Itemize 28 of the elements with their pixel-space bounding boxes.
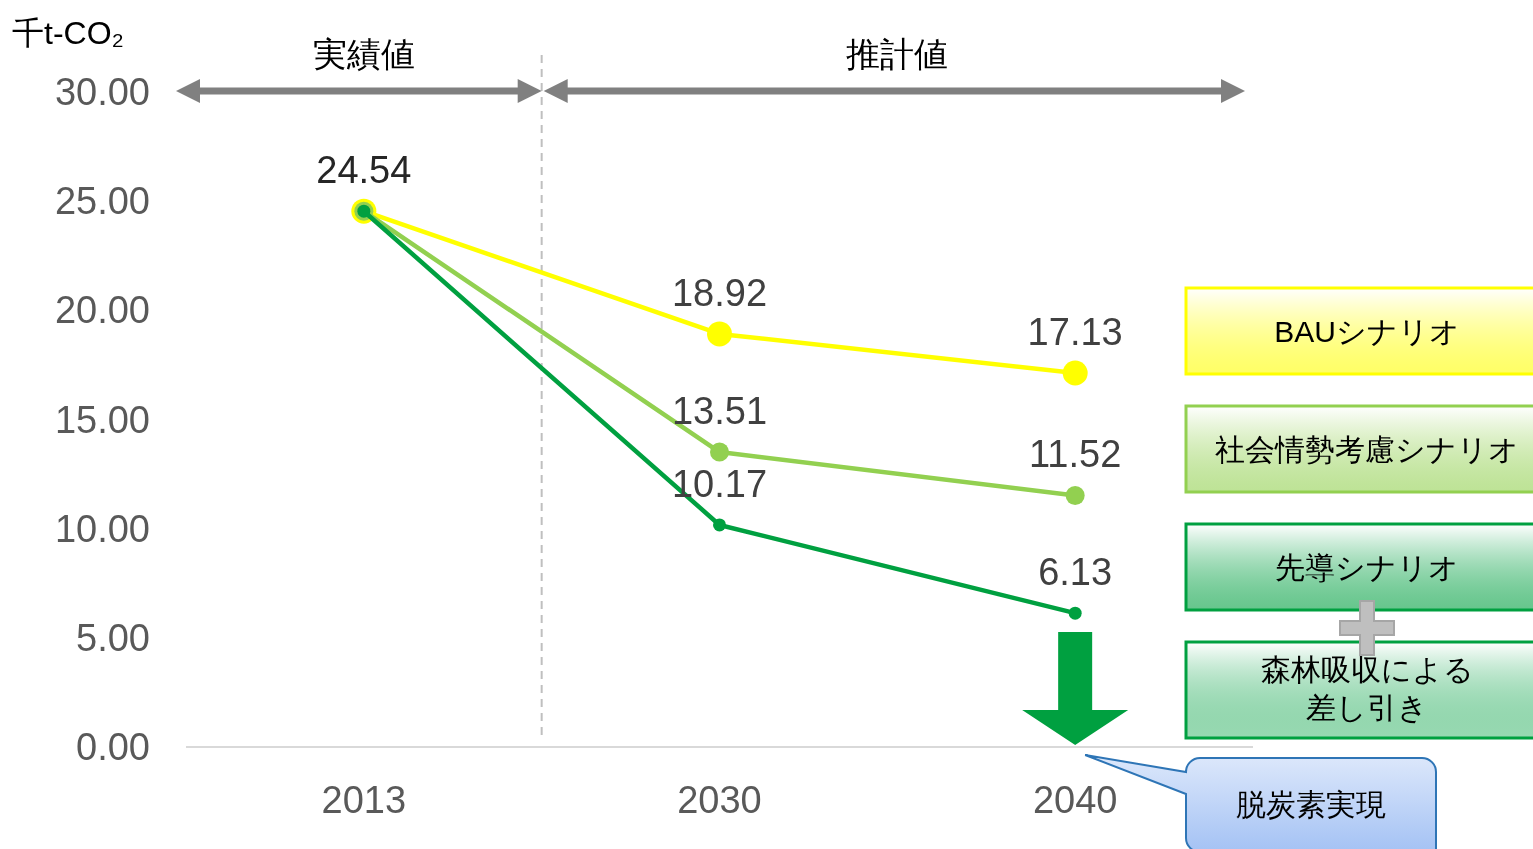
x-tick-label: 2040 <box>1032 779 1118 821</box>
y-tick-label: 5.00 <box>76 616 150 659</box>
point <box>713 518 726 532</box>
y-tick-label: 20.00 <box>54 289 150 332</box>
y-tick-label: 10.00 <box>54 507 150 550</box>
data-label: 6.13 <box>1038 551 1113 594</box>
point <box>1062 360 1088 386</box>
text: 実績値 <box>312 35 415 73</box>
text: 脱炭素実現 <box>1236 788 1386 821</box>
y-tick-label: 0.00 <box>76 726 150 768</box>
text: 森林吸収による差し引き <box>1260 653 1474 724</box>
data-label: 18.92 <box>671 271 768 314</box>
point <box>707 321 732 347</box>
x-tick-label: 2013 <box>321 779 407 821</box>
text: 推計値 <box>846 35 949 73</box>
data-label: 10.17 <box>671 462 768 505</box>
point <box>1065 485 1085 505</box>
y-axis-title: 千t-CO₂ <box>12 15 124 51</box>
y-tick-label: 15.00 <box>54 398 150 441</box>
data-label: 11.52 <box>1029 433 1122 476</box>
y-tick-label: 25.00 <box>54 180 150 223</box>
data-label: 24.54 <box>316 149 412 192</box>
point <box>1068 606 1082 620</box>
data-label: 17.13 <box>1027 310 1123 353</box>
x-tick-label: 2030 <box>677 779 762 821</box>
y-tick-label: 30.00 <box>54 71 150 113</box>
point <box>710 442 729 462</box>
data-label: 13.51 <box>671 390 768 433</box>
